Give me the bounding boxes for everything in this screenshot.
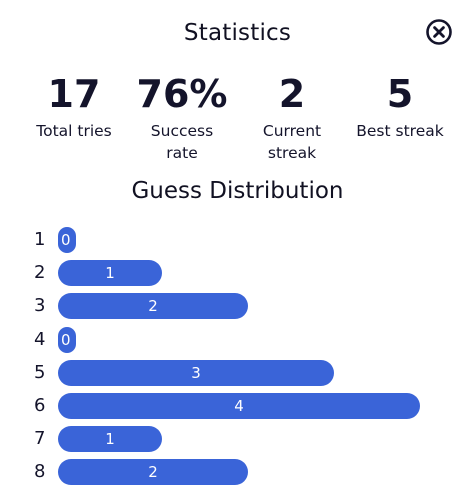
bar-count-label: 4 <box>234 396 244 415</box>
bar-count-label: 1 <box>105 430 115 449</box>
stat-label: Success rate <box>127 120 237 164</box>
bar-count-label: 3 <box>191 363 201 382</box>
distribution-bar: 0 <box>58 227 76 253</box>
modal-title: Statistics <box>183 20 292 46</box>
distribution-bar: 1 <box>58 260 162 287</box>
stat-best-streak: 5 Best streak <box>345 72 455 142</box>
stat-label: Current streak <box>237 120 347 164</box>
distribution-bar: 3 <box>58 359 334 386</box>
stat-label: Total tries <box>19 120 129 142</box>
stat-label-line: Current <box>262 122 322 140</box>
distribution-bar: 0 <box>58 326 76 353</box>
bar-count-label: 0 <box>61 330 71 349</box>
distribution-title: Guess Distribution <box>131 178 344 204</box>
guess-number-label: 8 <box>34 461 46 483</box>
guess-number-label: 5 <box>34 361 46 383</box>
close-button[interactable] <box>425 18 453 46</box>
guess-number-label: 3 <box>34 295 46 317</box>
stat-value: 76% <box>136 72 228 116</box>
bar-count-label: 2 <box>148 463 158 482</box>
distribution-bar: 2 <box>58 293 248 320</box>
stat-label-line: rate <box>166 144 198 162</box>
bar-count-label: 1 <box>105 264 115 283</box>
distribution-bar: 1 <box>58 426 162 453</box>
bar-count-label: 0 <box>61 231 71 249</box>
guess-number-label: 7 <box>34 428 46 450</box>
stat-total-tries: 17 Total tries <box>19 72 129 142</box>
stats-summary: 17 Total tries 76% Success rate 2 Curren… <box>0 72 475 172</box>
bar-count-label: 2 <box>148 297 158 316</box>
stat-label-line: streak <box>267 144 317 162</box>
guess-number-label: 1 <box>34 229 46 250</box>
distribution-bar: 2 <box>58 459 248 486</box>
guess-number-label: 6 <box>34 394 46 416</box>
stat-current-streak: 2 Current streak <box>237 72 347 164</box>
stat-label-line: Total tries <box>36 122 112 140</box>
guess-number-label: 4 <box>34 328 46 350</box>
stat-success-rate: 76% Success rate <box>127 72 237 164</box>
stat-label-line: Success <box>150 122 214 140</box>
stat-value: 17 <box>47 72 101 116</box>
stat-value: 5 <box>386 72 414 116</box>
guess-number-label: 2 <box>34 262 46 284</box>
distribution-bar: 4 <box>58 392 420 419</box>
close-circle-icon <box>426 19 452 45</box>
stat-label-line: Best streak <box>356 122 444 140</box>
stat-value: 2 <box>278 72 306 116</box>
stat-label: Best streak <box>345 120 455 142</box>
